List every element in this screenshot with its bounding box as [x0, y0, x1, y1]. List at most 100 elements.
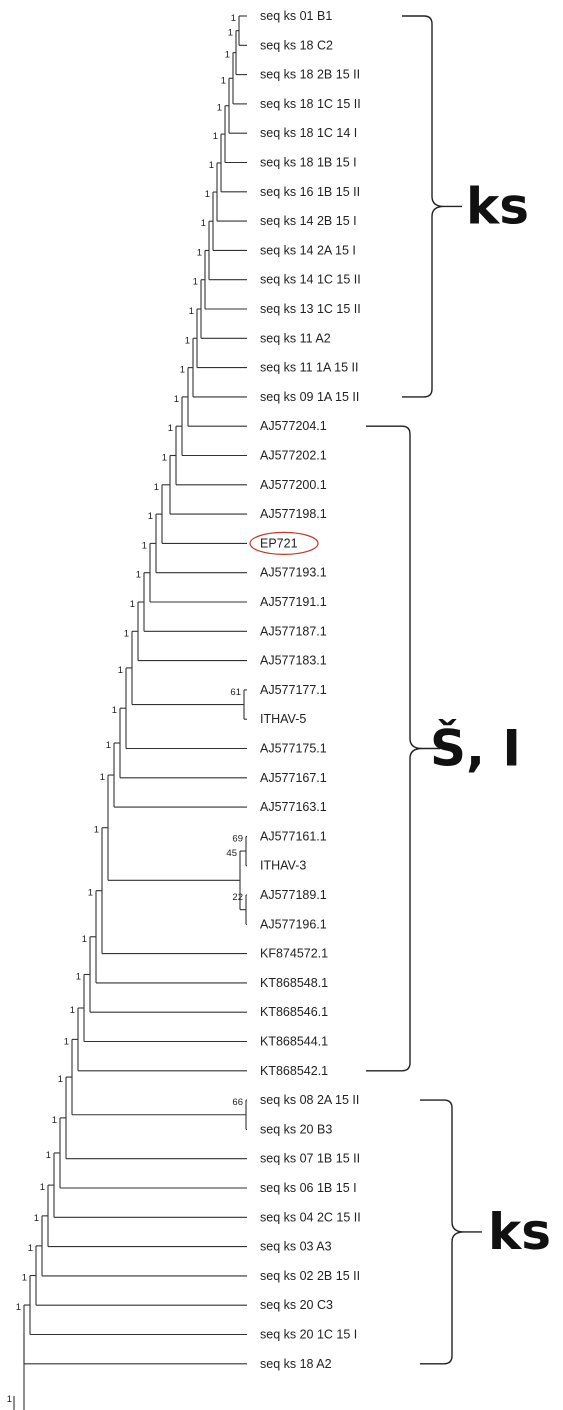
leaf-label: seq ks 18 1B 15 I [260, 156, 357, 170]
support-value: 1 [197, 247, 202, 258]
leaf-label: seq ks 02 2B 15 II [260, 1269, 360, 1283]
leaf-label: AJ577193.1 [260, 566, 327, 580]
leaf-label: AJ577187.1 [260, 624, 327, 638]
support-value: 1 [193, 277, 198, 288]
leaf-label: seq ks 18 A2 [260, 1357, 332, 1371]
leaf-label: AJ577202.1 [260, 449, 327, 463]
leaf-label: seq ks 18 C2 [260, 38, 333, 52]
leaf-label: AJ577198.1 [260, 507, 327, 521]
support-value: 45 [226, 848, 237, 859]
support-value: 1 [58, 1074, 63, 1085]
leaf-label: seq ks 07 1B 15 II [260, 1152, 360, 1166]
support-value: 1 [162, 453, 167, 464]
support-value: 1 [64, 1036, 69, 1047]
leaf-label: seq ks 20 1C 15 I [260, 1328, 357, 1342]
leaf-label: KT868546.1 [260, 1005, 328, 1019]
support-value: 1 [130, 599, 135, 610]
leaf-label: AJ577200.1 [260, 478, 327, 492]
support-value: 66 [232, 1097, 243, 1108]
support-value: 1 [88, 888, 93, 899]
leaf-label: EP721 [260, 536, 298, 550]
support-value: 1 [154, 482, 159, 493]
support-value: 1 [52, 1115, 57, 1126]
support-value: 1 [22, 1273, 27, 1284]
leaf-label: AJ577167.1 [260, 771, 327, 785]
group-bracket [402, 15, 445, 398]
support-value: 1 [205, 189, 210, 200]
support-value: 1 [201, 218, 206, 229]
leaf-label: seq ks 08 2A 15 II [260, 1093, 359, 1107]
support-value: 61 [230, 687, 241, 698]
leaf-label: AJ577163.1 [260, 800, 327, 814]
support-value: 1 [106, 740, 111, 751]
support-value: 1 [142, 540, 147, 551]
highlight-ring [249, 531, 319, 556]
group-brackets: ks Š, I ks [366, 15, 551, 1365]
support-value: 1 [228, 28, 233, 39]
support-value: 1 [40, 1182, 45, 1193]
support-value: 1 [100, 772, 105, 783]
support-value: 1 [221, 75, 226, 86]
support-value: 1 [112, 705, 117, 716]
leaf-label: AJ577183.1 [260, 654, 327, 668]
group-label: Š, I [430, 719, 521, 778]
support-value: 1 [82, 934, 87, 945]
support-value: 1 [94, 825, 99, 836]
support-value: 1 [217, 103, 222, 114]
leaf-label: KT868548.1 [260, 976, 328, 990]
support-value: 1 [189, 306, 194, 317]
leaf-label: seq ks 18 2B 15 II [260, 68, 360, 82]
leaf-label: AJ577191.1 [260, 595, 327, 609]
leaf-label: seq ks 18 1C 15 II [260, 97, 361, 111]
support-value: 1 [213, 131, 218, 142]
support-value: 1 [180, 365, 185, 376]
leaf-label: seq ks 11 1A 15 II [260, 361, 358, 375]
leaf-label: AJ577204.1 [260, 419, 327, 433]
leaf-label: seq ks 14 1C 15 II [260, 273, 361, 287]
leaf-labels: seq ks 01 B1 seq ks 18 C2 seq ks 18 2B 15 … [260, 9, 361, 1371]
tree-branches [13, 15, 319, 1410]
support-value: 1 [136, 570, 141, 581]
leaf-label: seq ks 01 B1 [260, 9, 332, 23]
leaf-label: seq ks 09 1A 15 II [260, 390, 359, 404]
support-value: 22 [232, 892, 243, 903]
support-value: 1 [118, 665, 123, 676]
leaf-label: seq ks 20 C3 [260, 1298, 333, 1312]
support-value: 1 [148, 511, 153, 522]
leaf-label: seq ks 06 1B 15 I [260, 1181, 357, 1195]
support-value: 1 [46, 1150, 51, 1161]
leaf-label: AJ577175.1 [260, 742, 327, 756]
support-value: 69 [232, 833, 243, 844]
group-label: ks [466, 177, 529, 235]
support-value: 1 [28, 1243, 33, 1254]
support-value: 1 [209, 160, 214, 171]
group-bracket [366, 425, 423, 1072]
leaf-label: seq ks 14 2A 15 I [260, 243, 356, 257]
support-value: 1 [174, 394, 179, 405]
support-value: 1 [70, 1005, 75, 1016]
leaf-label: seq ks 16 1B 15 II [260, 185, 360, 199]
support-value: 1 [168, 423, 173, 434]
leaf-label: seq ks 20 B3 [260, 1122, 332, 1136]
leaf-label: ITHAV-5 [260, 712, 306, 726]
leaf-label: AJ577161.1 [260, 829, 327, 843]
leaf-label: ITHAV-3 [260, 859, 306, 873]
leaf-label: seq ks 18 1C 14 I [260, 126, 357, 140]
support-value: 1 [231, 13, 236, 24]
support-values: 1 1 1 1 1 1 1 1 1 1 1 1 1 1 1 1 1 1 1 1 1 1 61 1 1 1 1 69 22 45 1 1 1 1 1 1… [7, 13, 243, 1405]
leaf-label: seq ks 11 A2 [260, 331, 331, 345]
leaf-label: seq ks 04 2C 15 II [260, 1210, 361, 1224]
support-value: 1 [124, 628, 129, 639]
leaf-label: seq ks 13 1C 15 II [260, 302, 361, 316]
leaf-label: AJ577196.1 [260, 917, 327, 931]
leaf-label: AJ577177.1 [260, 683, 327, 697]
support-value: 1 [185, 335, 190, 346]
leaf-label: AJ577189.1 [260, 888, 327, 902]
group-label: ks [488, 1203, 551, 1261]
leaf-label: KF874572.1 [260, 947, 328, 961]
support-value: 1 [34, 1213, 39, 1224]
support-value: 1 [225, 50, 230, 61]
group-bracket [420, 1099, 465, 1365]
